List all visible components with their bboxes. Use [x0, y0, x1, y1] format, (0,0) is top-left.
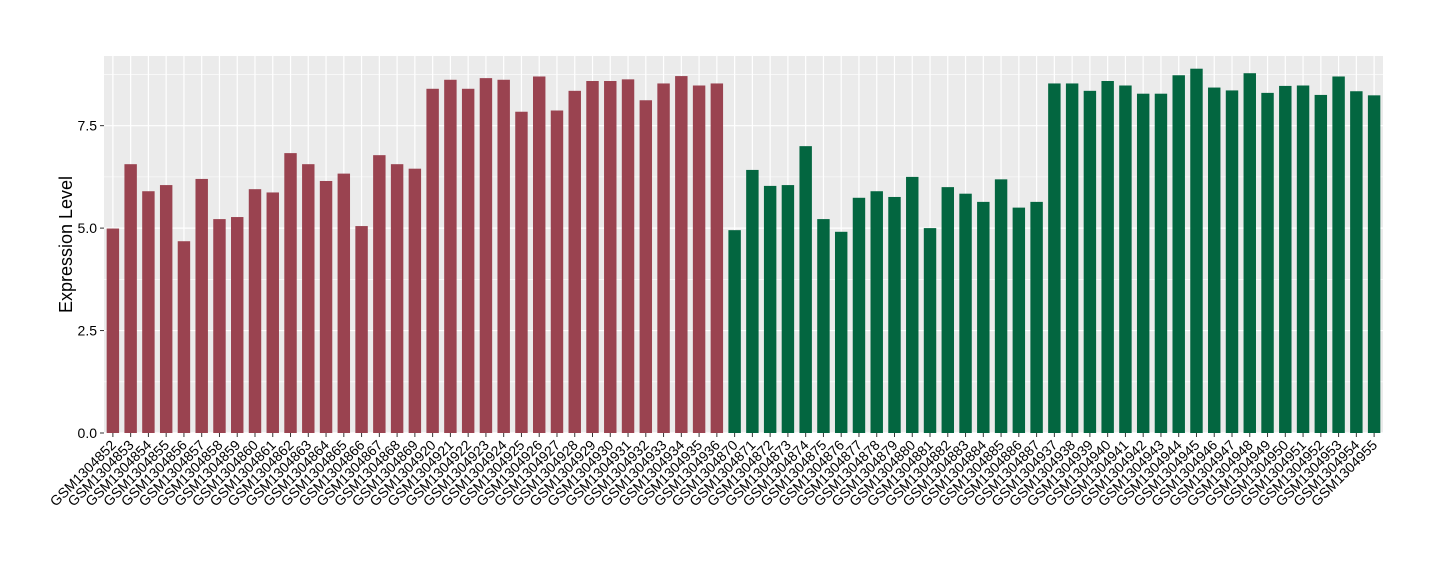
bar-GSM1304875 — [817, 219, 830, 433]
bar-GSM1304932 — [639, 100, 653, 433]
bar-GSM1304951 — [1296, 85, 1310, 434]
bar-GSM1304854 — [142, 191, 155, 433]
bar-GSM1304873 — [781, 185, 795, 433]
bar-GSM1304852 — [106, 228, 120, 433]
bar-GSM1304856 — [177, 241, 191, 433]
y-tick-label: 2.5 — [78, 323, 98, 339]
bar-GSM1304935 — [692, 85, 706, 434]
bar-GSM1304920 — [426, 88, 439, 434]
bar-GSM1304939 — [1083, 90, 1097, 434]
bar-GSM1304883 — [959, 193, 972, 433]
bars — [106, 68, 1381, 434]
bar-GSM1304867 — [373, 155, 386, 433]
bar-GSM1304943 — [1154, 93, 1168, 433]
bar-GSM1304955 — [1367, 95, 1381, 434]
y-tick-label: 7.5 — [78, 118, 98, 134]
bar-GSM1304953 — [1332, 76, 1345, 433]
bar-GSM1304945 — [1190, 68, 1203, 434]
bar-GSM1304869 — [408, 168, 422, 433]
y-axis-title: Expression Level — [56, 176, 76, 313]
bar-GSM1304941 — [1119, 85, 1132, 434]
bar-GSM1304860 — [248, 189, 262, 433]
bar-GSM1304950 — [1279, 85, 1292, 434]
bar-GSM1304876 — [834, 231, 848, 433]
bar-GSM1304946 — [1208, 87, 1221, 434]
plot-panel — [104, 56, 1383, 433]
bar-GSM1304922 — [461, 88, 475, 434]
bar-GSM1304924 — [497, 79, 510, 433]
bar-GSM1304933 — [657, 83, 670, 433]
bar-GSM1304923 — [479, 78, 493, 433]
bar-GSM1304937 — [1048, 83, 1061, 433]
bar-GSM1304925 — [515, 111, 528, 433]
bar-GSM1304942 — [1136, 93, 1150, 433]
bar-GSM1304884 — [977, 201, 990, 433]
bar-GSM1304938 — [1065, 83, 1079, 433]
y-tick-label: 5.0 — [78, 220, 98, 236]
y-axis: 0.0 2.5 5.0 7.5 — [78, 118, 104, 441]
bar-GSM1304885 — [994, 179, 1008, 433]
bar-GSM1304934 — [675, 76, 688, 433]
bar-GSM1304940 — [1101, 80, 1114, 434]
bar-GSM1304862 — [284, 153, 297, 434]
bar-GSM1304954 — [1350, 91, 1363, 433]
bar-GSM1304927 — [550, 110, 564, 433]
bar-GSM1304855 — [159, 185, 173, 433]
bar-GSM1304872 — [763, 185, 777, 433]
bar-GSM1304868 — [390, 164, 404, 433]
bar-GSM1304949 — [1261, 92, 1274, 433]
y-tick-label: 0.0 — [78, 425, 98, 441]
bar-GSM1304929 — [586, 80, 599, 434]
bar-GSM1304859 — [231, 217, 244, 433]
bar-GSM1304864 — [319, 180, 333, 433]
bar-GSM1304874 — [799, 146, 812, 434]
bar-GSM1304857 — [195, 178, 208, 433]
bar-GSM1304861 — [266, 192, 279, 433]
bar-GSM1304921 — [444, 79, 457, 433]
bar-GSM1304880 — [906, 176, 919, 433]
bar-GSM1304858 — [213, 219, 226, 433]
bar-GSM1304936 — [710, 83, 724, 433]
bar-GSM1304882 — [941, 187, 955, 433]
bar-GSM1304928 — [568, 90, 581, 434]
bar-GSM1304887 — [1030, 201, 1043, 433]
bar-GSM1304865 — [337, 173, 351, 433]
bar-GSM1304853 — [124, 164, 137, 433]
bar-GSM1304879 — [888, 196, 901, 433]
bar-GSM1304886 — [1012, 207, 1026, 433]
bar-GSM1304866 — [355, 226, 368, 433]
bar-GSM1304881 — [923, 228, 937, 433]
bar-GSM1304926 — [532, 76, 546, 433]
bar-GSM1304948 — [1243, 73, 1256, 433]
bar-GSM1304952 — [1314, 94, 1328, 433]
bar-GSM1304947 — [1225, 90, 1239, 433]
bar-GSM1304870 — [728, 230, 741, 433]
bar-GSM1304878 — [870, 191, 883, 433]
bar-GSM1304931 — [621, 79, 635, 433]
bar-GSM1304877 — [852, 197, 866, 433]
bar-GSM1304871 — [746, 169, 759, 434]
bar-GSM1304944 — [1172, 75, 1185, 434]
x-axis: GSM1304852GSM1304853GSM1304854GSM1304855… — [47, 433, 1380, 509]
bar-GSM1304863 — [302, 164, 315, 433]
bar-GSM1304930 — [604, 80, 617, 434]
